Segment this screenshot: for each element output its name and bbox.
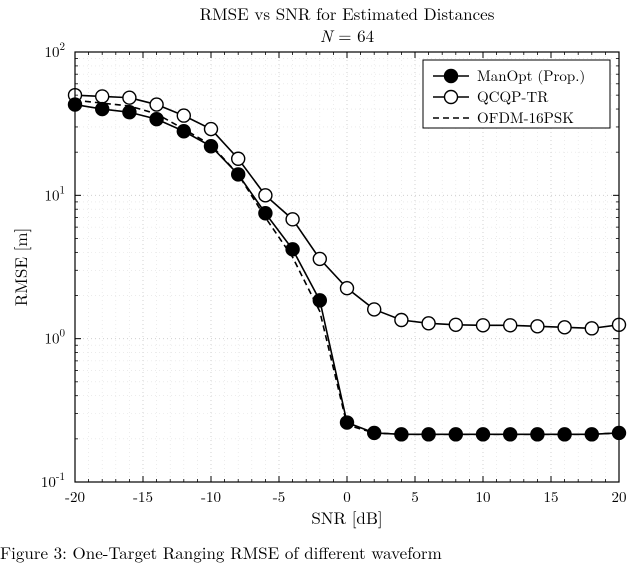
xtick-label: 15 — [543, 486, 558, 507]
legend-marker-qcqp — [445, 91, 458, 104]
series-marker-manopt — [259, 207, 272, 220]
series-marker-qcqp — [504, 319, 517, 332]
titles-group: RMSE vs SNR for Estimated DistancesN = 6… — [200, 1, 495, 47]
series-marker-qcqp — [341, 282, 354, 295]
series-marker-manopt — [150, 113, 163, 126]
series-marker-manopt — [313, 294, 326, 307]
series-marker-manopt — [205, 140, 218, 153]
series-marker-qcqp — [96, 90, 109, 103]
xtick-label: 5 — [411, 486, 419, 507]
legend-label-qcqp: QCQP-TR — [477, 86, 548, 107]
series-marker-qcqp — [259, 189, 272, 202]
series-marker-qcqp — [177, 109, 190, 122]
series-marker-manopt — [422, 428, 435, 441]
legend-marker-manopt — [445, 70, 458, 83]
series-marker-manopt — [558, 428, 571, 441]
series-marker-manopt — [531, 428, 544, 441]
series-marker-manopt — [395, 428, 408, 441]
xtick-label: 10 — [475, 486, 490, 507]
xtick-label: 0 — [343, 486, 351, 507]
figure-container: -20 -15 -10 -5 0 5 10 15 20 10-1 100 101 102 SNR [dB]… — [0, 0, 640, 561]
figure-caption: Figure 3: One-Target Ranging RMSE of dif… — [0, 540, 640, 564]
legend-label-manopt: ManOpt (Prop.) — [477, 65, 585, 86]
series-marker-qcqp — [422, 317, 435, 330]
series-marker-manopt — [341, 416, 354, 429]
series-marker-manopt — [449, 428, 462, 441]
ytick-label: 102 — [44, 39, 65, 62]
series-marker-qcqp — [205, 123, 218, 136]
xtick-label: 20 — [611, 486, 626, 507]
series-marker-qcqp — [585, 322, 598, 335]
series-marker-qcqp — [286, 213, 299, 226]
chart-subtitle: N = 64 — [320, 23, 374, 47]
chart-title: RMSE vs SNR for Estimated Distances — [200, 1, 495, 25]
series-marker-qcqp — [558, 321, 571, 334]
chart-svg: -20 -15 -10 -5 0 5 10 15 20 10-1 100 101 102 SNR [dB]… — [0, 0, 640, 561]
series-marker-manopt — [123, 106, 136, 119]
y-axis-label: RMSE [m] — [8, 228, 32, 306]
series-marker-manopt — [232, 168, 245, 181]
ytick-label: 100 — [44, 326, 65, 349]
series-marker-qcqp — [449, 318, 462, 331]
xtick-label: -15 — [133, 486, 153, 507]
xtick-label: -5 — [273, 486, 286, 507]
xtick-label: -20 — [65, 486, 85, 507]
series-marker-manopt — [96, 103, 109, 116]
series-marker-qcqp — [123, 91, 136, 104]
series-marker-qcqp — [368, 303, 381, 316]
series-marker-manopt — [477, 428, 490, 441]
series-marker-manopt — [177, 125, 190, 138]
ytick-label: 10-1 — [41, 469, 65, 492]
series-marker-qcqp — [531, 320, 544, 333]
legend-label-ofdm: OFDM-16PSK — [477, 107, 574, 128]
series-marker-qcqp — [313, 252, 326, 265]
series-marker-manopt — [504, 428, 517, 441]
xtick-label: -10 — [201, 486, 221, 507]
series-marker-qcqp — [232, 152, 245, 165]
series-marker-manopt — [585, 428, 598, 441]
series-marker-manopt — [368, 426, 381, 439]
x-axis-label: SNR [dB] — [311, 505, 382, 529]
series-marker-qcqp — [477, 319, 490, 332]
series-marker-manopt — [286, 243, 299, 256]
series-marker-qcqp — [150, 98, 163, 111]
series-marker-qcqp — [395, 313, 408, 326]
legend: ManOpt (Prop.)QCQP-TROFDM-16PSK — [423, 60, 610, 128]
ytick-label: 101 — [44, 182, 65, 205]
